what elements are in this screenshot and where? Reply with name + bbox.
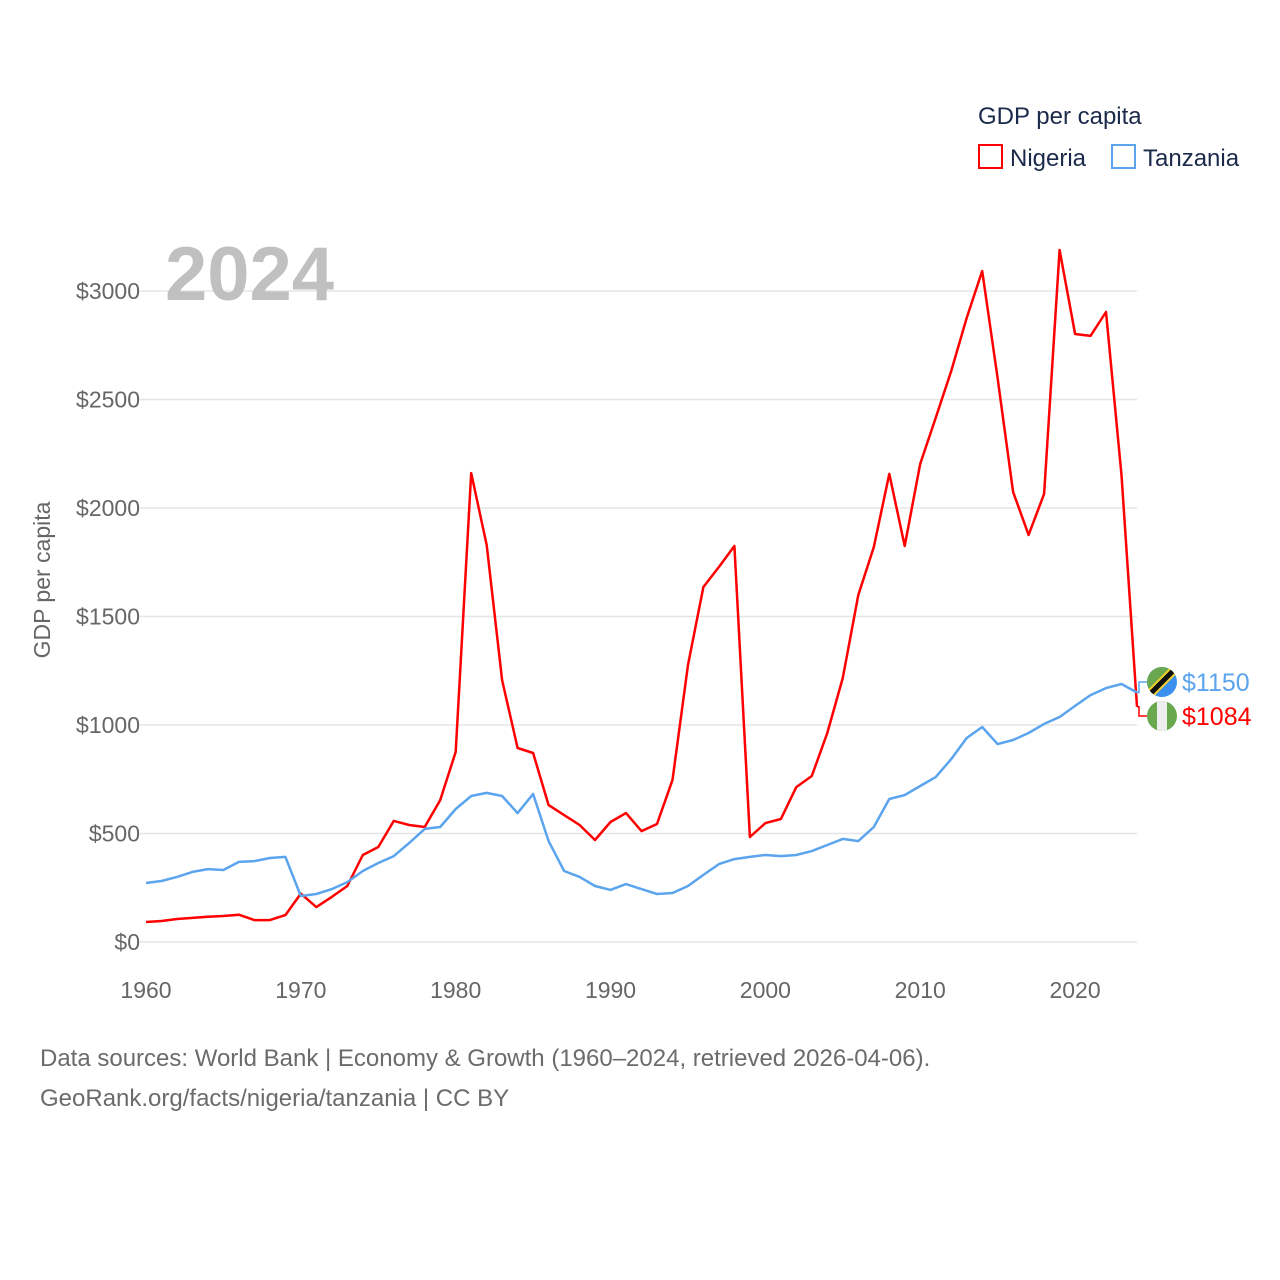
- legend-label-tanzania: Tanzania: [1143, 145, 1240, 172]
- legend-label-nigeria: Nigeria: [1010, 145, 1087, 172]
- x-tick-label: 1980: [430, 977, 481, 1003]
- x-tick-label: 1970: [275, 977, 326, 1003]
- y-tick-label: $500: [89, 821, 140, 847]
- tanzania-flag-icon: [1147, 667, 1177, 697]
- end-value-label-tanzania: $1150: [1182, 669, 1250, 697]
- footer-link[interactable]: GeoRank.org/facts/nigeria/tanzania | CC …: [40, 1085, 510, 1112]
- legend-swatch-tanzania: [1111, 144, 1136, 169]
- y-tick-label: $2000: [76, 495, 140, 521]
- x-tick-label: 2020: [1049, 977, 1100, 1003]
- y-tick-label: $0: [114, 929, 140, 955]
- y-tick-label: $1000: [76, 712, 140, 738]
- legend-swatch-nigeria: [978, 144, 1003, 169]
- y-tick-label: $3000: [76, 278, 140, 304]
- nigeria-flag-icon: [1147, 701, 1177, 731]
- series-line-nigeria[interactable]: [145, 248, 1139, 924]
- legend-item-nigeria[interactable]: Nigeria: [978, 144, 1087, 172]
- legend-item-tanzania[interactable]: Tanzania: [1111, 144, 1240, 172]
- series-line-tanzania[interactable]: [145, 682, 1138, 898]
- y-tick-label: $1500: [76, 604, 140, 630]
- x-tick-label: 2010: [895, 977, 946, 1003]
- end-value-label-nigeria: $1084: [1182, 703, 1252, 731]
- y-tick-label: $2500: [76, 387, 140, 413]
- x-tick-label: 1960: [120, 977, 171, 1003]
- legend-title: GDP per capita: [978, 103, 1142, 130]
- year-watermark: 2024: [165, 232, 334, 317]
- x-tick-label: 1990: [585, 977, 636, 1003]
- end-connector: [1137, 706, 1147, 717]
- y-axis-label: GDP per capita: [29, 501, 55, 658]
- end-connector: [1137, 681, 1147, 694]
- x-tick-label: 2000: [740, 977, 791, 1003]
- footer-sources: Data sources: World Bank | Economy & Gro…: [40, 1045, 931, 1072]
